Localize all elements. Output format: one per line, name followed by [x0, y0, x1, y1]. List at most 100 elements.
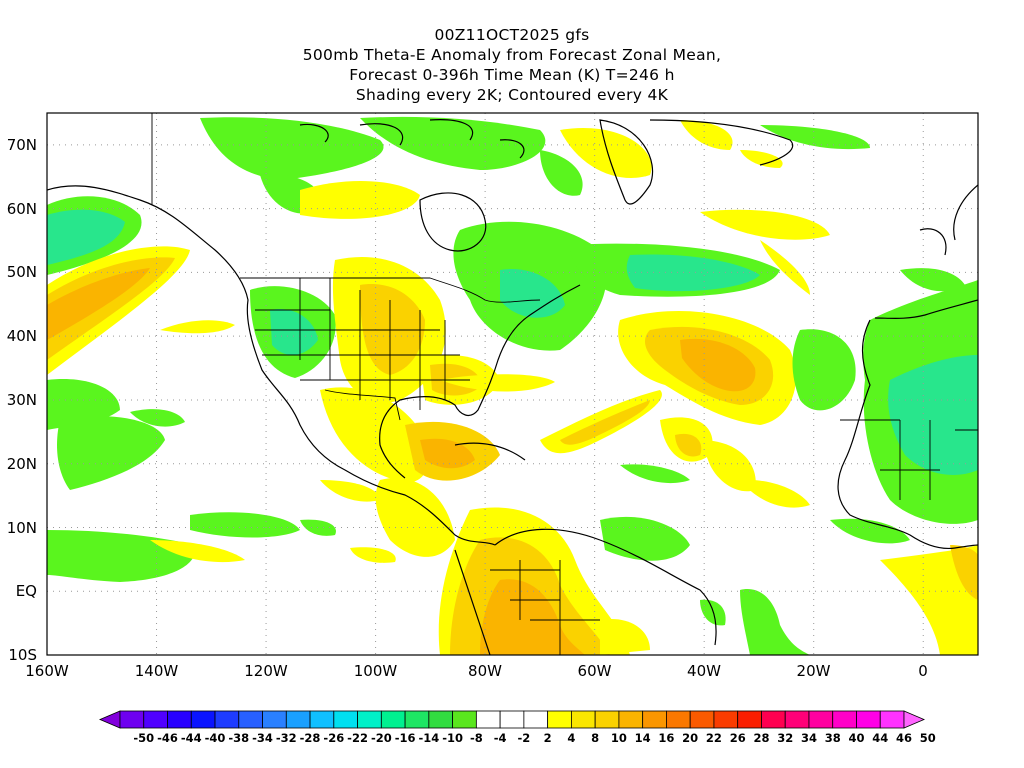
colorbar-tick-label: 16	[658, 731, 674, 745]
colorbar-arrow-high	[903, 710, 926, 729]
colorbar-tick-label: 2	[544, 731, 552, 745]
colorbar-labels: -50 -46 -44 -40 -38 -34 -32 -28 -26 -22 -20 -16 -14-…	[133, 731, 935, 745]
colorbar-tick-label: -32	[276, 731, 297, 745]
lon-tick-label: 60W	[578, 662, 612, 680]
colorbar-tick-label: 26	[730, 731, 746, 745]
anomaly-shading	[47, 113, 978, 655]
lat-tick-label: 10S	[8, 646, 37, 664]
lon-tick-label: 0	[918, 662, 928, 680]
title-line-2: 500mb Theta-E Anomaly from Forecast Zona…	[302, 46, 722, 64]
colorbar-tick-label: -10	[442, 731, 463, 745]
colorbar-tick-label: 4	[567, 731, 575, 745]
lon-tick-label: 20W	[797, 662, 831, 680]
colorbar-tick-label: 50	[920, 731, 936, 745]
colorbar-tick-label: -40	[205, 731, 226, 745]
colorbar-tick-label: 22	[706, 731, 722, 745]
colorbar-swatch	[357, 710, 382, 729]
colorbar-tick-label: -50	[133, 731, 154, 745]
colorbar-swatch	[856, 710, 881, 729]
colorbar-tick-label: -16	[395, 731, 416, 745]
lat-tick-label: 60N	[7, 200, 37, 218]
colorbar-tick-label: 46	[896, 731, 912, 745]
colorbar-tick-label: 28	[753, 731, 769, 745]
lon-tick-label: 100W	[354, 662, 398, 680]
colorbar-swatch	[832, 710, 857, 729]
colorbar	[98, 710, 926, 729]
colorbar-swatch	[238, 710, 263, 729]
colorbar-tick-label: -28	[300, 731, 321, 745]
colorbar-tick-label: -8	[470, 731, 483, 745]
colorbar-swatch	[452, 710, 477, 729]
colorbar-tick-label: -14	[418, 731, 439, 745]
colorbar-tick-label: 34	[801, 731, 817, 745]
colorbar-tick-label: 44	[872, 731, 888, 745]
title-line-3: Forecast 0-396h Time Mean (K) T=246 h	[349, 66, 675, 84]
colorbar-swatch	[642, 710, 667, 729]
title-line-1: 00Z11OCT2025 gfs	[434, 26, 590, 44]
colorbar-swatch	[428, 710, 454, 729]
colorbar-swatch	[666, 710, 691, 729]
colorbar-swatch	[143, 710, 168, 729]
colorbar-tick-label: -38	[228, 731, 249, 745]
colorbar-tick-label: -4	[494, 731, 507, 745]
lon-tick-label: 120W	[244, 662, 288, 680]
colorbar-tick-label: 38	[825, 731, 841, 745]
colorbar-tick-label: 8	[591, 731, 599, 745]
colorbar-tick-label: -46	[157, 731, 178, 745]
lat-tick-labels: 10S EQ 10N 20N 30N 40N 50N 60N 70N	[7, 136, 37, 664]
coastlines	[47, 119, 978, 655]
colorbar-swatch	[119, 710, 145, 729]
colorbar-swatch	[404, 710, 430, 729]
colorbar-swatch	[499, 710, 525, 729]
colorbar-tick-label: 32	[777, 731, 793, 745]
title-line-4: Shading every 2K; Contoured every 4K	[355, 86, 669, 104]
colorbar-swatch	[262, 710, 287, 729]
lon-tick-label: 40W	[687, 662, 721, 680]
colorbar-swatch	[879, 710, 905, 729]
lon-tick-labels: 160W 140W 120W 100W 80W 60W 40W 20W 0	[25, 662, 928, 680]
lon-tick-label: 80W	[468, 662, 502, 680]
colorbar-tick-label: -20	[371, 731, 392, 745]
lat-tick-label: 50N	[7, 263, 37, 281]
colorbar-swatch	[309, 710, 335, 729]
colorbar-swatch	[594, 710, 620, 729]
lon-tick-label: 140W	[135, 662, 179, 680]
colorbar-swatch	[167, 710, 192, 729]
colorbar-swatch	[808, 710, 834, 729]
colorbar-swatch	[380, 710, 406, 729]
colorbar-swatch	[689, 710, 715, 729]
lat-tick-label: EQ	[16, 582, 37, 600]
colorbar-swatch	[570, 710, 596, 729]
gridlines	[47, 113, 978, 655]
colorbar-arrow-low	[98, 710, 121, 729]
lat-tick-label: 30N	[7, 391, 37, 409]
lat-tick-label: 10N	[7, 519, 37, 537]
plot-frame	[46, 112, 979, 656]
lon-tick-label: 160W	[25, 662, 69, 680]
colorbar-swatch	[333, 710, 358, 729]
colorbar-swatch	[285, 710, 311, 729]
colorbar-swatch	[761, 710, 786, 729]
lat-tick-label: 20N	[7, 455, 37, 473]
colorbar-tick-label: 14	[635, 731, 651, 745]
colorbar-tick-label: -26	[323, 731, 344, 745]
colorbar-swatch	[737, 710, 762, 729]
colorbar-tick-label: 40	[848, 731, 864, 745]
lat-tick-label: 70N	[7, 136, 37, 154]
colorbar-swatch	[214, 710, 240, 729]
colorbar-tick-label: 20	[682, 731, 698, 745]
lat-tick-label: 40N	[7, 327, 37, 345]
political-boundaries	[151, 113, 978, 655]
colorbar-tick-label: 10	[611, 731, 627, 745]
colorbar-swatch	[190, 710, 216, 729]
colorbar-swatch	[784, 710, 810, 729]
colorbar-tick-label: -22	[347, 731, 368, 745]
colorbar-swatch	[475, 710, 501, 729]
colorbar-swatch	[523, 710, 549, 729]
colorbar-swatch	[713, 710, 739, 729]
colorbar-swatch	[618, 710, 644, 729]
colorbar-tick-label: -2	[517, 731, 530, 745]
colorbar-swatch	[547, 710, 572, 729]
colorbar-tick-label: -34	[252, 731, 273, 745]
